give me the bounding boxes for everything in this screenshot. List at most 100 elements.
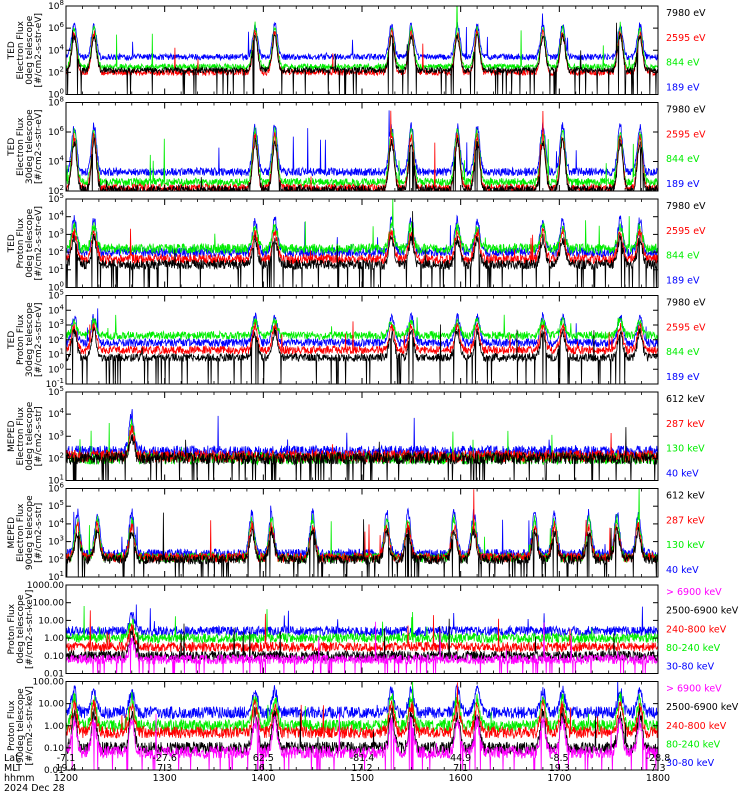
panel-1-traces [66, 6, 658, 95]
ytick-label-7-4: 100.00 [33, 599, 65, 609]
ylabel-1-1: Electron Flux [16, 20, 26, 79]
ylabel-6-3: [#/cm2-s-str] [34, 503, 44, 563]
trace-5-4 [66, 409, 658, 459]
ylabel-3-1: Proton Flux [16, 217, 26, 268]
ytick-label-4-2: 101 [48, 348, 64, 361]
panel-5-traces [66, 409, 658, 481]
ylabel-3-3: [#/cm2-s-str-eV] [34, 206, 44, 281]
ytick-label-7-1: 0.10 [44, 652, 64, 662]
trace-6-4 [66, 505, 658, 561]
trace-5-1 [66, 427, 658, 481]
footer-cell-1-1: 7.3 [157, 763, 172, 774]
ytick-label-1-2: 104 [48, 43, 64, 56]
trace-7-1 [66, 621, 658, 674]
footer-cell-0-0: -7.1 [57, 753, 76, 764]
ylabel-4-3: [#/cm2-s-str-eV] [34, 302, 44, 377]
legend-7-2: 2500-6900 keV [666, 606, 739, 617]
ytick-label-3-1: 101 [48, 263, 64, 276]
ylabel-5-2: 0deg telescope [25, 401, 35, 471]
ytick-label-4-1: 100 [48, 362, 64, 375]
ytick-label-3-4: 104 [48, 210, 64, 223]
footer-cell-1-2: 16.1 [253, 763, 274, 774]
trace-2-3 [66, 127, 658, 188]
legend-4-3: 844 eV [666, 347, 700, 358]
panel-1-frame [65, 5, 659, 95]
ytick-label-1-1: 102 [48, 65, 64, 78]
ylabel-7-2: [#/cm2-s-str-keV] [25, 590, 35, 669]
ytick-label-1-3: 106 [48, 21, 64, 34]
ylabel-2-0: TED [7, 138, 17, 157]
legend-6-3: 130 keV [666, 540, 705, 551]
trace-3-3 [66, 199, 658, 255]
ylabel-2-1: Electron Flux [16, 117, 26, 176]
legend-5-2: 287 keV [666, 419, 705, 430]
ylabel-1-0: TED [7, 41, 17, 60]
panel-8-traces [66, 681, 658, 770]
ylabel-8-0: Proton Flux [7, 700, 17, 751]
legend-8-3: 240-800 keV [666, 721, 727, 732]
footer-row-label-0: Lat [4, 753, 19, 764]
ytick-label-8-2: 1.00 [44, 722, 64, 732]
footer-cell-2-2: 1400 [251, 773, 275, 784]
ytick-label-5-3: 104 [48, 407, 64, 420]
ytick-label-2-1: 104 [48, 155, 64, 168]
legend-1-4: 189 eV [666, 83, 700, 94]
footer-cell-2-1: 1300 [153, 773, 177, 784]
legend-8-1: > 6900 keV [666, 684, 722, 695]
footer-cell-0-6: -28.8 [646, 753, 671, 764]
panel-6-frame [65, 488, 659, 578]
panel-3-traces [66, 199, 658, 288]
trace-1-2 [66, 28, 658, 77]
ytick-label-7-2: 1.00 [44, 634, 64, 644]
legend-3-3: 844 eV [666, 251, 700, 262]
ytick-label-4-5: 104 [48, 303, 64, 316]
ylabel-8-2: [#/cm2-s-str-keV] [25, 686, 35, 765]
trace-4-1 [66, 324, 658, 384]
ytick-label-6-3: 104 [48, 517, 64, 530]
ylabel-7-0: Proton Flux [7, 603, 17, 654]
trace-7-4 [66, 605, 658, 645]
footer-cell-0-2: 62.5 [253, 753, 274, 764]
footer-cell-1-4: 7.1 [453, 763, 468, 774]
legend-1-2: 2595 eV [666, 33, 706, 44]
ylabel-2-2: 30deg telescope [25, 109, 35, 184]
ytick-label-6-1: 102 [48, 552, 64, 565]
trace-7-5 [66, 604, 658, 638]
ytick-label-6-4: 105 [48, 499, 64, 512]
footer-cell-1-0: 19.4 [55, 763, 76, 774]
legend-5-1: 612 keV [666, 394, 705, 405]
ylabel-6-1: Electron Flux [16, 503, 26, 562]
panel-4-traces [66, 308, 658, 384]
trace-2-4 [66, 110, 658, 178]
footer-cell-2-4: 1600 [449, 773, 473, 784]
footer-cell-0-5: -8.5 [550, 753, 569, 764]
legend-7-3: 240-800 keV [666, 624, 727, 635]
footer-cell-0-1: -27.6 [152, 753, 177, 764]
legend-4-1: 7980 eV [666, 298, 706, 309]
ytick-label-7-0: 0.01 [44, 670, 64, 680]
trace-3-4 [66, 214, 658, 259]
legend-8-5: 30-80 keV [666, 758, 715, 769]
trace-4-3 [66, 314, 658, 341]
ytick-label-5-1: 102 [48, 451, 64, 464]
trace-1-1 [66, 22, 658, 95]
footer-row-label-1: MLT [4, 763, 22, 774]
trace-8-1 [66, 713, 658, 770]
legend-7-4: 80-240 keV [666, 643, 721, 654]
ytick-label-4-3: 102 [48, 333, 64, 346]
legend-6-2: 287 keV [666, 515, 705, 526]
ylabel-3-0: TED [7, 234, 17, 253]
trace-8-5 [66, 681, 658, 720]
ylabel-5-1: Electron Flux [16, 406, 26, 465]
ytick-label-3-3: 103 [48, 227, 64, 240]
legend-1-1: 7980 eV [666, 8, 706, 19]
footer-row-label-3: 2024 Dec 28 [4, 783, 65, 794]
legend-5-3: 130 keV [666, 444, 705, 455]
legend-6-4: 40 keV [666, 565, 699, 576]
legend-2-1: 7980 eV [666, 105, 706, 116]
trace-3-2 [66, 228, 658, 266]
ylabel-1-2: 0deg telescope [25, 15, 35, 85]
